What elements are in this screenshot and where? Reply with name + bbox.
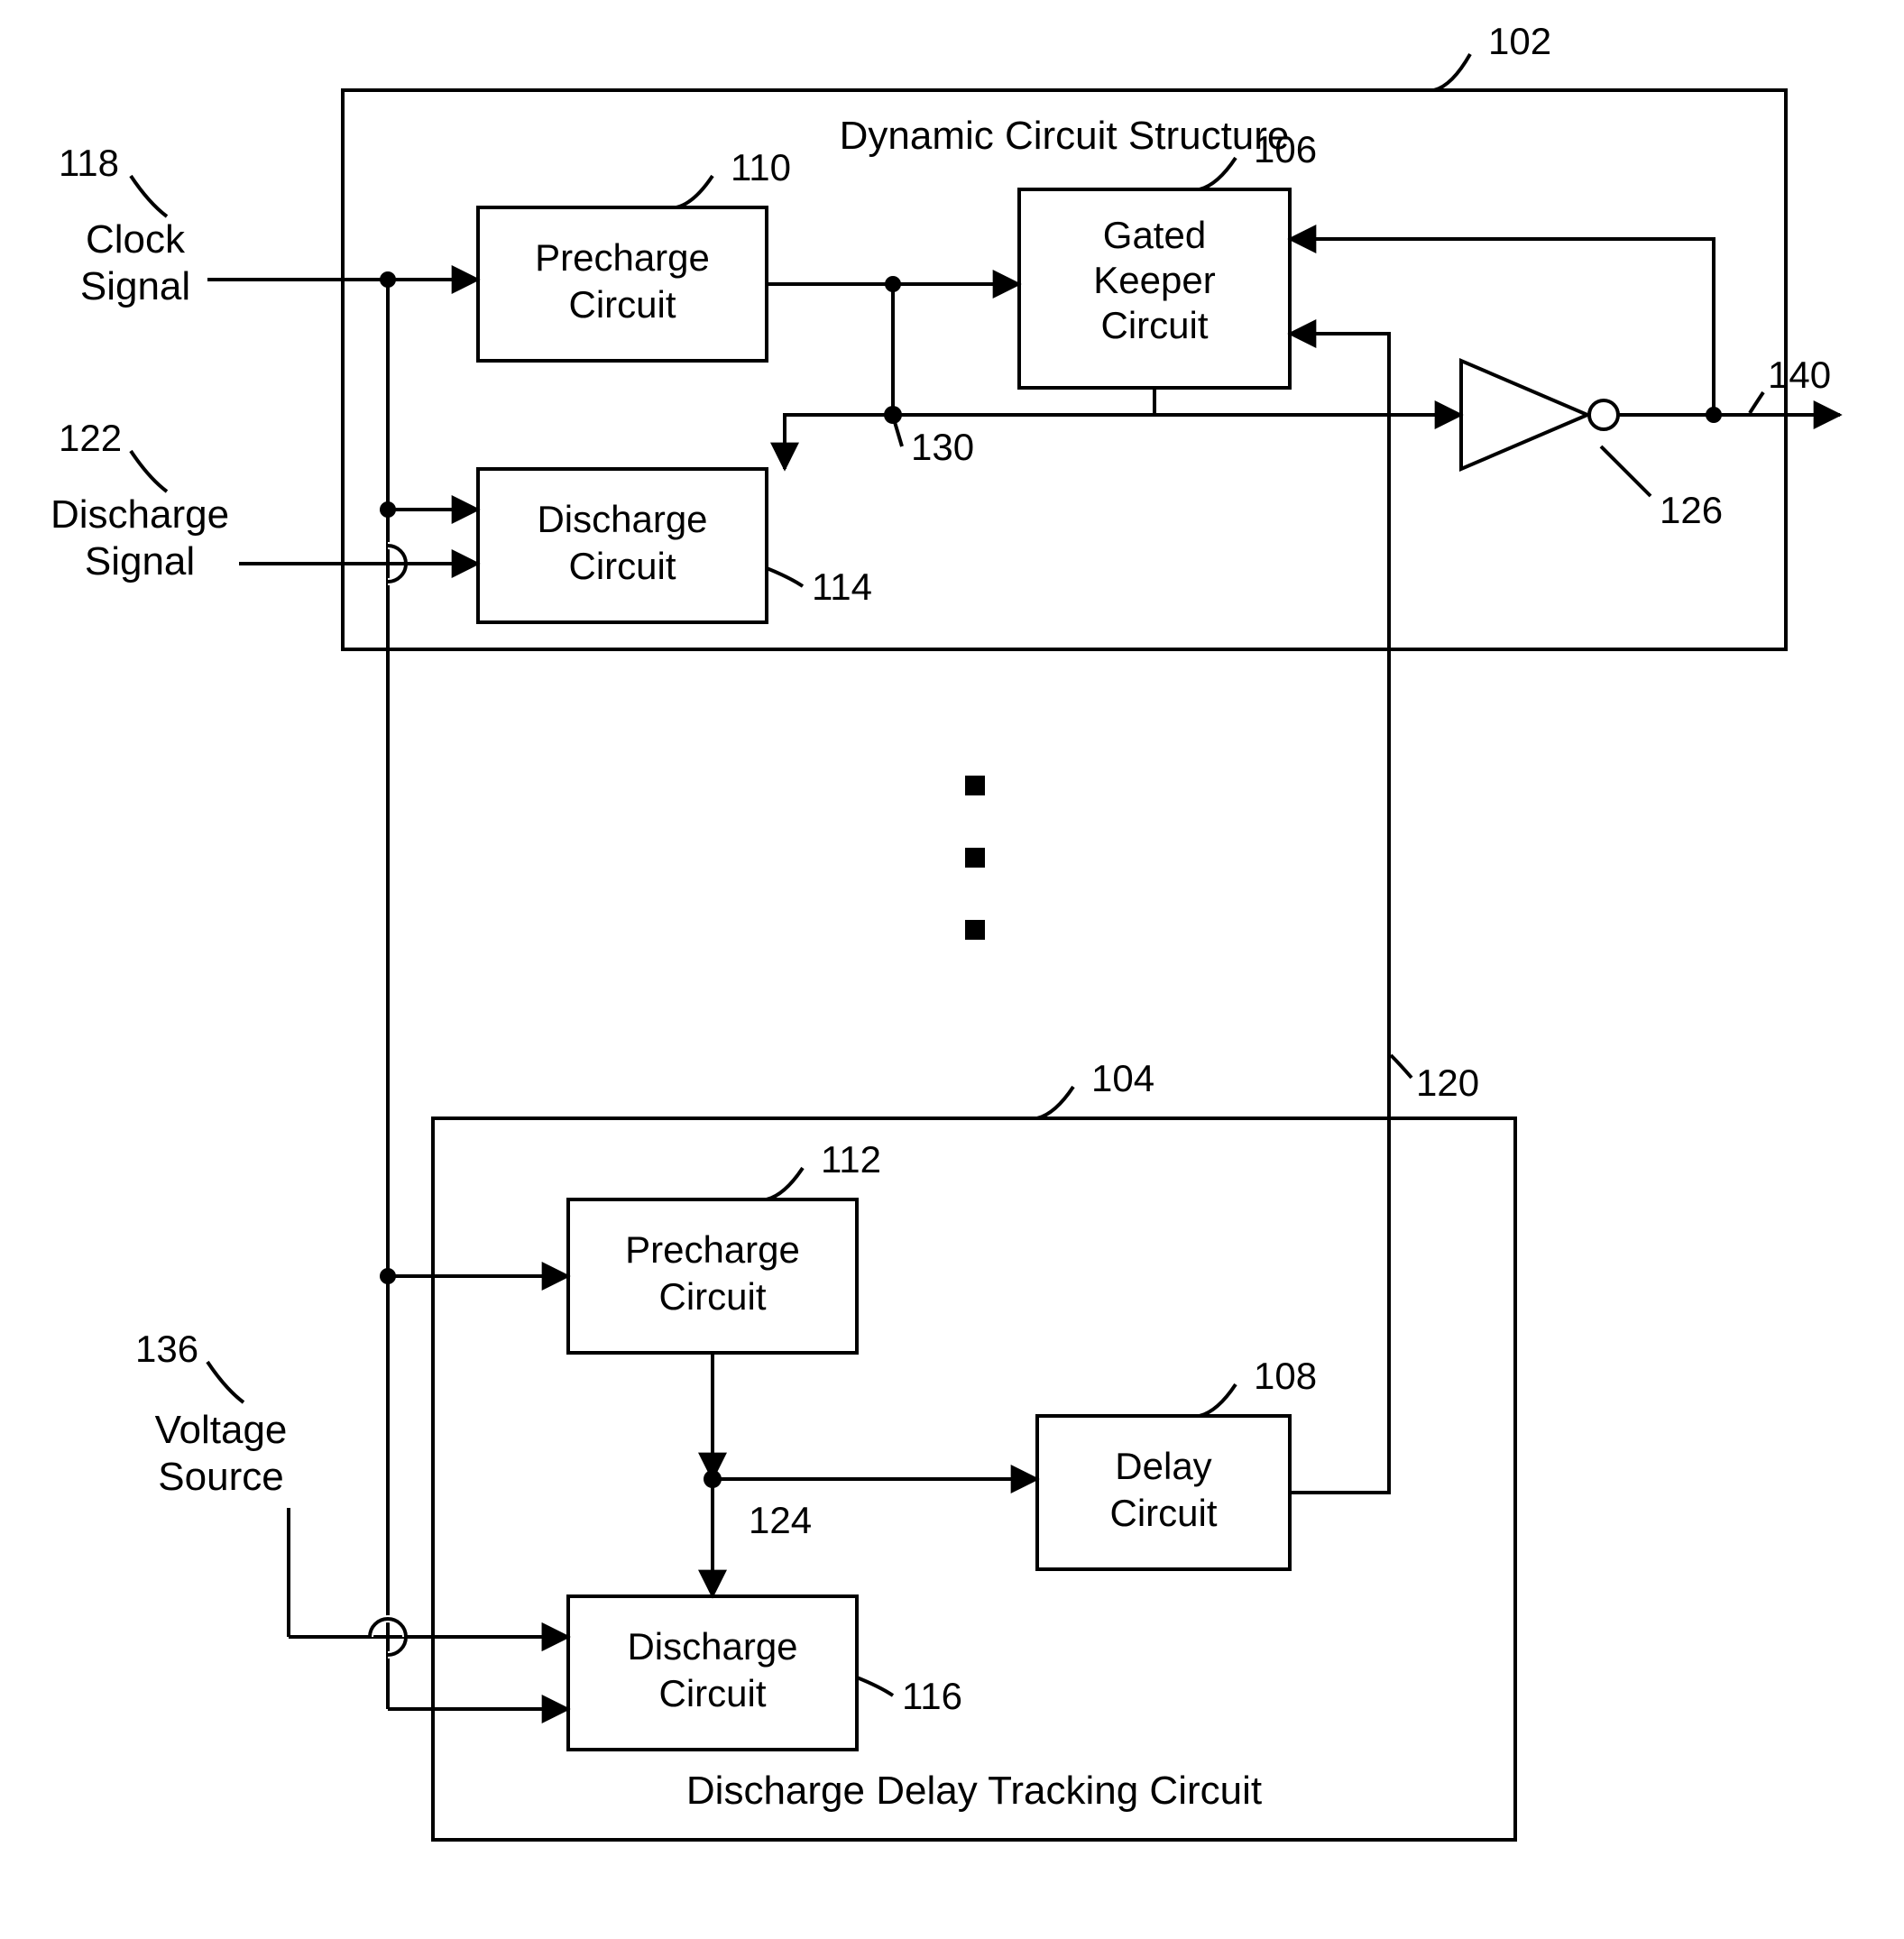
- ref-104: 104: [1091, 1057, 1154, 1099]
- ref-leader-120: [1391, 1055, 1412, 1078]
- node-inv-out: [1706, 407, 1722, 423]
- ref-130: 130: [911, 426, 974, 468]
- dynamic-circuit-structure-title: Dynamic Circuit Structure: [840, 114, 1290, 158]
- ref-leader-122: [131, 451, 167, 492]
- tracking-circuit-title: Discharge Delay Tracking Circuit: [686, 1769, 1262, 1813]
- precharge-110-label-1: Precharge: [535, 236, 710, 279]
- ref-108: 108: [1254, 1355, 1317, 1397]
- circuit-diagram: Dynamic Circuit Structure 102 Precharge …: [0, 0, 1904, 1939]
- ref-126: 126: [1660, 489, 1723, 531]
- discharge-signal-label-2: Signal: [85, 539, 195, 584]
- discharge-114-label-2: Circuit: [568, 545, 676, 587]
- delay-108-label-1: Delay: [1115, 1445, 1211, 1487]
- discharge-signal-label-1: Discharge: [51, 492, 229, 537]
- ref-leader-136: [207, 1362, 244, 1402]
- node-clock-2: [380, 501, 396, 518]
- ref-106: 106: [1254, 128, 1317, 170]
- node-124: [704, 1470, 722, 1488]
- discharge-116-label-2: Circuit: [658, 1672, 766, 1714]
- delay-108-label-2: Circuit: [1109, 1492, 1217, 1534]
- ref-136: 136: [135, 1328, 198, 1370]
- ref-122: 122: [59, 417, 122, 459]
- ref-124: 124: [749, 1499, 812, 1541]
- ellipsis-dot-3: [965, 920, 985, 940]
- ref-116: 116: [902, 1675, 962, 1717]
- ref-110: 110: [731, 146, 791, 188]
- ref-114: 114: [812, 565, 872, 608]
- gated-keeper-label-3: Circuit: [1100, 304, 1208, 346]
- gated-keeper-label-1: Gated: [1103, 214, 1206, 256]
- voltage-source-label-1: Voltage: [155, 1408, 288, 1452]
- node-clock-3: [380, 1268, 396, 1284]
- precharge-110-label-2: Circuit: [568, 283, 676, 326]
- discharge-116-label-1: Discharge: [627, 1625, 797, 1668]
- ref-118: 118: [59, 142, 119, 184]
- ref-112: 112: [821, 1138, 881, 1181]
- node-130: [884, 406, 902, 424]
- node-clock-1: [380, 271, 396, 288]
- ref-leader-104: [1037, 1087, 1073, 1118]
- discharge-114-label-1: Discharge: [537, 498, 707, 540]
- gated-keeper-label-2: Keeper: [1093, 259, 1215, 301]
- clock-signal-label-1: Clock: [86, 217, 186, 262]
- ellipsis-dot-1: [965, 776, 985, 795]
- precharge-112-label-2: Circuit: [658, 1275, 766, 1318]
- ellipsis-dot-2: [965, 848, 985, 868]
- ref-140: 140: [1768, 354, 1831, 396]
- ref-leader-102: [1434, 54, 1470, 90]
- precharge-112-label-1: Precharge: [625, 1228, 800, 1271]
- ref-120: 120: [1416, 1061, 1479, 1104]
- clock-signal-label-2: Signal: [80, 264, 190, 308]
- ref-102: 102: [1488, 20, 1551, 62]
- voltage-source-label-2: Source: [158, 1455, 283, 1499]
- ref-leader-118: [131, 176, 167, 216]
- node-precharge110-t: [885, 276, 901, 292]
